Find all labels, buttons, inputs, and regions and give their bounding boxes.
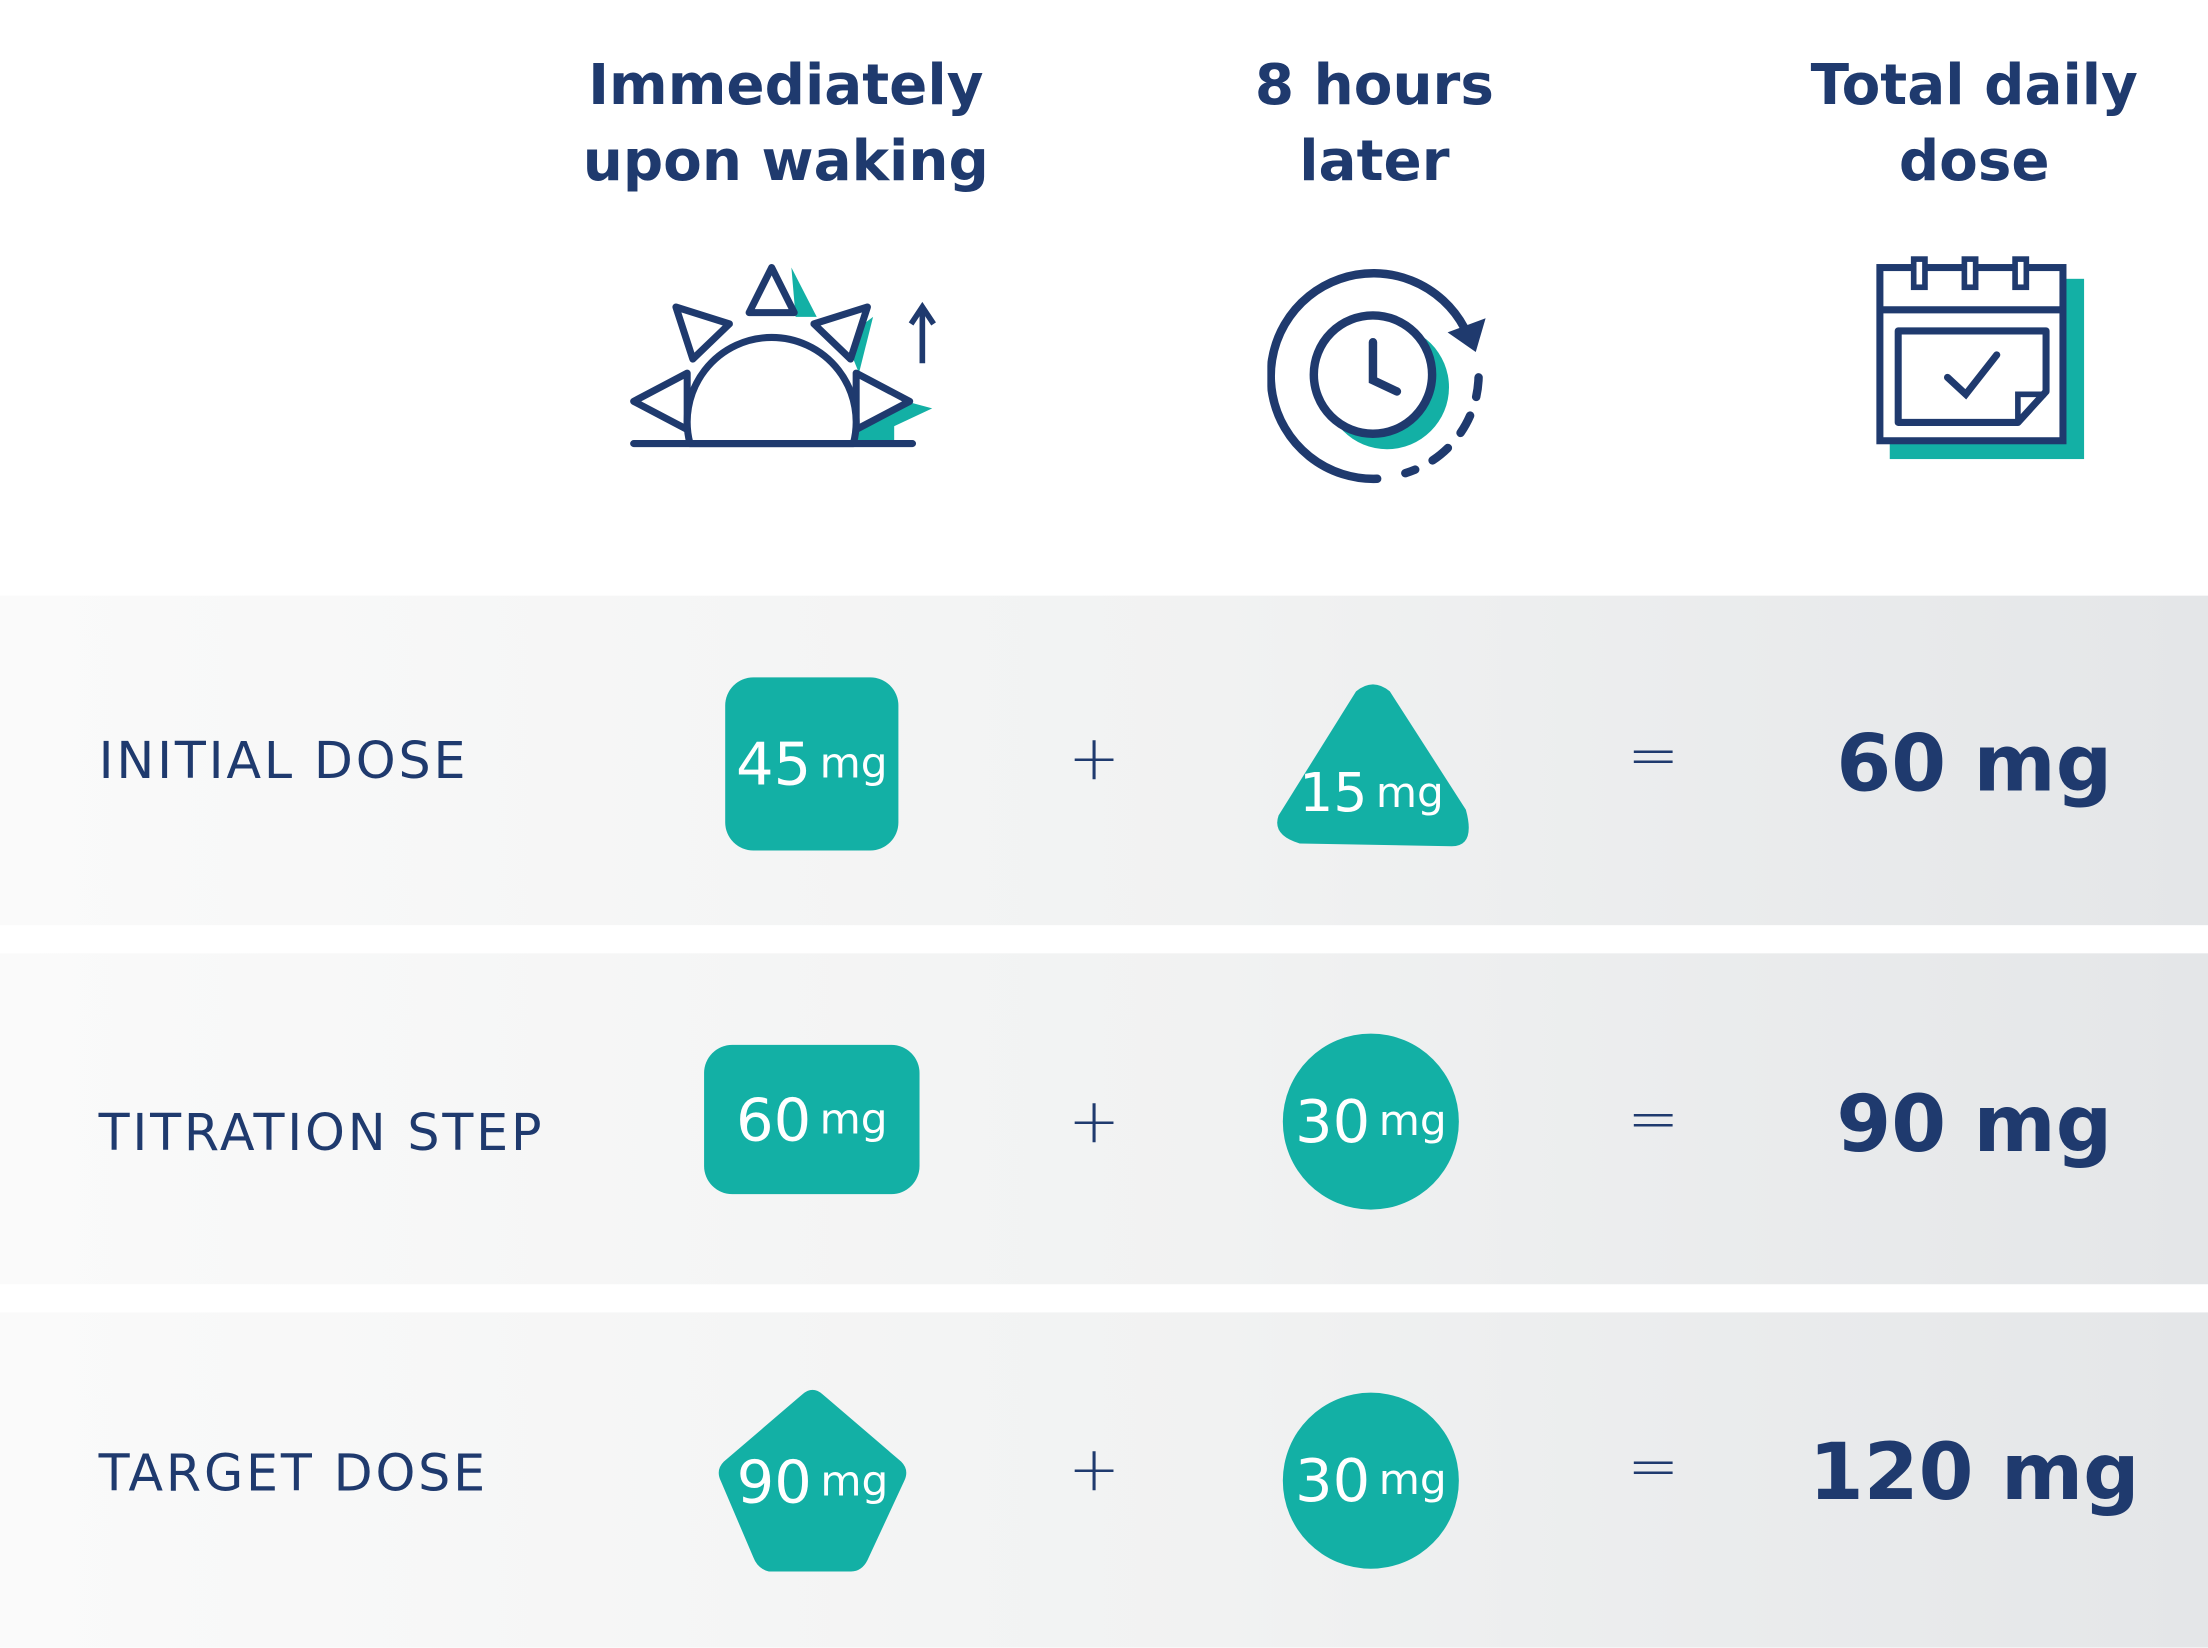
dose-unit: mg <box>820 1456 889 1507</box>
plus-sign: + <box>1068 1434 1121 1507</box>
total-dose: 60 mg <box>1836 718 2113 811</box>
dose-value: 90 <box>736 1446 812 1516</box>
header-later: 8 hours later <box>1254 53 1494 195</box>
row-label: TARGET DOSE <box>98 1445 489 1504</box>
pill-triangle <box>1277 684 1469 847</box>
total-dose: 90 mg <box>1836 1079 2113 1171</box>
dose-value: 30 <box>1294 1446 1371 1516</box>
header-morning: Immediately upon waking <box>582 53 989 195</box>
dose-value: 15 <box>1299 761 1368 824</box>
equals-sign: = <box>1627 720 1680 793</box>
total-dose: 120 mg <box>1808 1427 2140 1519</box>
pill-rounded-square: 45 mg <box>725 677 899 851</box>
row-label: TITRATION STEP <box>98 1104 545 1163</box>
clock-refresh-icon <box>1267 269 1486 484</box>
dose-unit: mg <box>1378 1096 1447 1147</box>
row-titration-step: TITRATION STEP 60 mg + 30 mg = 90 mg <box>0 953 2208 1285</box>
dose-unit: mg <box>819 1094 888 1145</box>
dose-value: 45 <box>735 729 812 799</box>
dose-value: 30 <box>1294 1087 1371 1157</box>
plus-sign: + <box>1068 1086 1121 1159</box>
row-label: INITIAL DOSE <box>98 732 469 791</box>
equals-sign: = <box>1627 1431 1680 1504</box>
dose-value: 60 <box>735 1084 812 1154</box>
row-target-dose: TARGET DOSE 90 mg + 30 mg = 120 mg <box>0 1312 2208 1648</box>
header-total: Total daily dose <box>1810 53 2138 195</box>
pill-pentagon <box>718 1389 907 1572</box>
dose-unit: mg <box>1375 768 1444 818</box>
dose-unit: mg <box>819 739 888 789</box>
dose-unit: mg <box>1378 1456 1447 1506</box>
pill-circle: 30 mg <box>1282 1392 1459 1569</box>
pill-pentagon-label: 90 mg <box>715 1447 909 1516</box>
equals-sign: = <box>1627 1083 1680 1156</box>
pill-rounded-rectangle: 60 mg <box>704 1044 920 1195</box>
pill-circle: 30 mg <box>1282 1033 1459 1210</box>
row-initial-dose: INITIAL DOSE 45 mg + 15 mg = 60 mg <box>0 595 2208 926</box>
pill-triangle-label: 15 mg <box>1272 761 1472 824</box>
plus-sign: + <box>1068 723 1121 795</box>
calendar-check-icon <box>1876 256 2085 460</box>
sunrise-icon <box>630 264 936 448</box>
